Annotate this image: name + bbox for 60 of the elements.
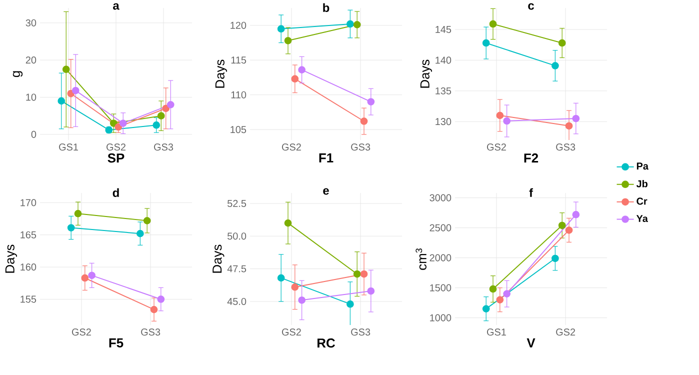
x-tick-label: GS2 xyxy=(282,144,301,151)
y-tick-label: 170 xyxy=(20,199,36,206)
y-tick-label: 145 xyxy=(436,26,452,33)
chart-title: d xyxy=(112,188,119,197)
x-axis-title: F1 xyxy=(319,153,334,162)
y-tick-label: 140 xyxy=(436,56,452,64)
y-tick-label: 160 xyxy=(20,264,36,271)
y-tick-label: 2000 xyxy=(430,254,452,262)
x-tick-label: GS3 xyxy=(351,328,370,336)
x-tick-label: GS2 xyxy=(282,328,301,336)
chart-title: e xyxy=(323,188,329,195)
x-tick-label: GS3 xyxy=(556,144,576,151)
y-tick-label: 0 xyxy=(31,130,36,138)
y-tick-label: 45.0 xyxy=(227,298,246,305)
y-tick-label: 10 xyxy=(26,94,36,101)
y-axis-title: Days xyxy=(215,60,228,88)
legend-label: Ya xyxy=(636,215,648,222)
x-tick-label: GS1 xyxy=(487,328,506,336)
y-tick-label: 1000 xyxy=(430,314,452,322)
y-tick-label: 52.5 xyxy=(228,200,246,207)
y-tick-label: 130 xyxy=(436,118,452,126)
y-tick-label: 115 xyxy=(231,56,246,64)
y-axis-title: Days xyxy=(420,60,432,88)
x-tick-label: GS2 xyxy=(106,144,126,151)
x-tick-label: GS3 xyxy=(351,144,370,151)
legend-label: Pa xyxy=(636,162,649,170)
x-tick-label: GS2 xyxy=(486,144,506,151)
x-axis-title: RC xyxy=(318,338,336,348)
y-axis-title: g xyxy=(12,71,23,78)
legend-label: Cr xyxy=(636,198,648,205)
chart-title: c xyxy=(528,3,534,10)
x-tick-label: GS1 xyxy=(59,144,78,151)
y-axis-title: Days xyxy=(212,244,224,273)
x-tick-label: GS3 xyxy=(141,328,160,336)
y-tick-label: 155 xyxy=(20,296,36,303)
chart-title: f xyxy=(529,188,534,197)
y-tick-label: 47.5 xyxy=(227,265,246,272)
x-tick-label: GS3 xyxy=(154,144,174,151)
x-tick-label: GS2 xyxy=(556,328,576,336)
y-tick-label: 3000 xyxy=(430,194,452,202)
legend-label: Jb xyxy=(636,180,648,188)
x-axis-title: V xyxy=(526,338,536,348)
y-tick-label: 105 xyxy=(230,126,246,134)
y-tick-label: 2500 xyxy=(430,224,452,232)
chart-title: b xyxy=(323,3,330,12)
x-axis-title: F2 xyxy=(524,153,538,162)
y-tick-label: 30 xyxy=(26,19,36,26)
chart-title: a xyxy=(113,3,120,10)
x-axis-title: F5 xyxy=(109,338,124,348)
y-tick-label: 1500 xyxy=(430,284,452,292)
y-tick-label: 50.0 xyxy=(228,232,246,240)
y-tick-label: 110 xyxy=(231,91,246,98)
y-tick-label: 20 xyxy=(26,56,36,64)
x-axis-title: SP xyxy=(108,153,124,163)
y-tick-label: 120 xyxy=(230,22,246,29)
y-axis-title: Days xyxy=(5,244,18,273)
x-tick-label: GS2 xyxy=(72,328,91,336)
y-tick-label: 165 xyxy=(20,231,36,238)
y-tick-label: 135 xyxy=(436,87,452,94)
y-axis-title: cm$^{3}$ xyxy=(416,248,426,270)
